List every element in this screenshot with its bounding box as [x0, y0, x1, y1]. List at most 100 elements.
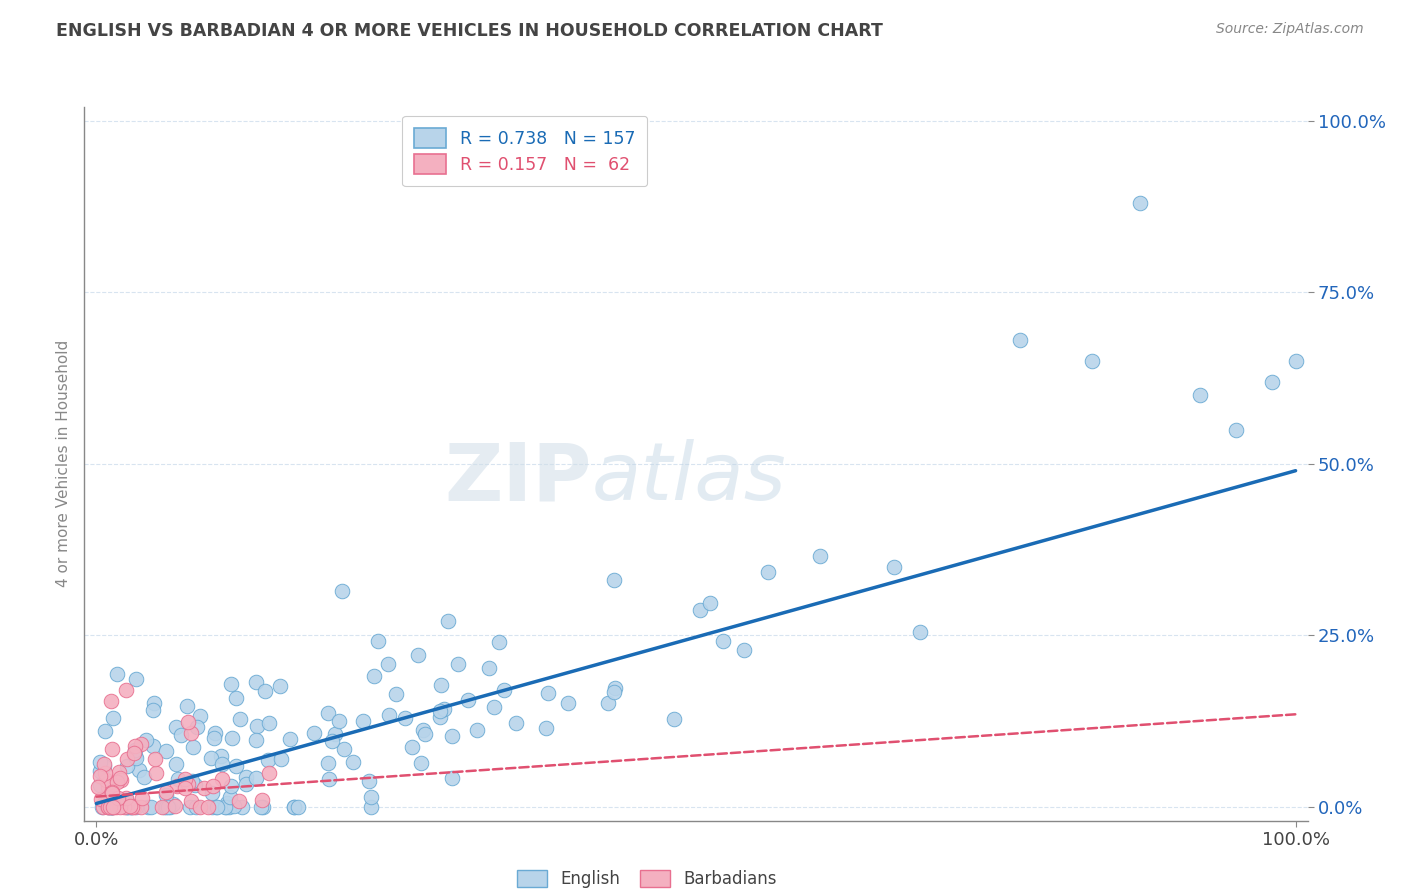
Point — [246, 719, 269, 733]
Point — [219, 779, 242, 793]
Point — [124, 743, 146, 757]
Point — [411, 756, 433, 771]
Point — [87, 780, 110, 794]
Point — [94, 724, 117, 739]
Legend: English, Barbadians: English, Barbadians — [510, 863, 783, 892]
Point — [101, 784, 124, 798]
Point — [101, 741, 124, 756]
Point — [197, 800, 219, 814]
Point — [478, 661, 501, 675]
Point — [98, 800, 121, 814]
Point — [200, 751, 222, 765]
Point — [143, 696, 166, 710]
Point — [145, 765, 167, 780]
Point — [89, 778, 111, 792]
Point — [150, 800, 173, 814]
Point — [166, 780, 188, 794]
Point — [142, 739, 165, 754]
Point — [201, 786, 224, 800]
Point — [121, 800, 143, 814]
Point — [176, 698, 198, 713]
Point — [96, 797, 118, 812]
Point — [211, 772, 233, 786]
Point — [115, 758, 138, 772]
Point — [412, 723, 434, 737]
Point — [107, 790, 129, 805]
Point — [401, 739, 423, 754]
Point — [105, 667, 128, 681]
Point — [108, 771, 131, 785]
Point — [101, 800, 124, 814]
Point — [108, 765, 131, 780]
Point — [131, 791, 153, 805]
Point — [180, 794, 202, 808]
Point — [215, 797, 238, 811]
Point — [162, 797, 184, 811]
Point — [97, 800, 120, 814]
Point — [603, 573, 626, 587]
Point — [97, 780, 120, 794]
Point — [245, 772, 267, 786]
Point — [377, 707, 399, 722]
Point — [129, 800, 152, 814]
Point — [97, 800, 120, 814]
Point — [245, 733, 267, 747]
Point — [177, 776, 200, 790]
Point — [125, 751, 148, 765]
Point — [218, 790, 240, 805]
Point — [257, 715, 280, 730]
Point — [231, 800, 253, 814]
Point — [115, 800, 138, 814]
Point — [225, 758, 247, 772]
Point — [97, 800, 120, 814]
Point — [110, 800, 132, 814]
Point — [252, 800, 274, 814]
Point — [394, 710, 416, 724]
Point — [155, 800, 177, 814]
Point — [883, 559, 905, 574]
Point — [125, 672, 148, 686]
Point — [1129, 196, 1152, 211]
Point — [211, 756, 233, 771]
Point — [135, 732, 157, 747]
Point — [110, 772, 132, 787]
Point — [433, 702, 456, 716]
Point — [122, 800, 145, 814]
Point — [105, 800, 128, 814]
Point — [202, 731, 225, 745]
Point — [699, 596, 721, 610]
Point — [201, 779, 224, 793]
Point — [188, 709, 211, 723]
Point — [323, 727, 346, 741]
Point — [139, 800, 162, 814]
Text: atlas: atlas — [592, 439, 787, 517]
Point — [437, 614, 460, 628]
Point — [257, 766, 280, 780]
Point — [165, 757, 187, 772]
Point — [357, 774, 380, 789]
Point — [105, 775, 128, 789]
Point — [363, 669, 385, 683]
Point — [136, 800, 159, 814]
Point — [155, 785, 177, 799]
Point — [170, 728, 193, 742]
Point — [352, 714, 374, 728]
Point — [808, 549, 831, 563]
Point — [142, 702, 165, 716]
Point — [179, 800, 201, 814]
Point — [321, 734, 343, 748]
Point — [537, 686, 560, 700]
Text: Source: ZipAtlas.com: Source: ZipAtlas.com — [1216, 22, 1364, 37]
Point — [318, 772, 340, 787]
Point — [505, 715, 527, 730]
Point — [97, 789, 120, 804]
Point — [662, 712, 685, 726]
Point — [482, 700, 505, 714]
Point — [224, 798, 246, 813]
Point — [101, 800, 124, 814]
Point — [183, 778, 205, 792]
Point — [94, 766, 117, 780]
Point — [153, 800, 176, 814]
Point — [165, 798, 187, 813]
Point — [536, 721, 558, 735]
